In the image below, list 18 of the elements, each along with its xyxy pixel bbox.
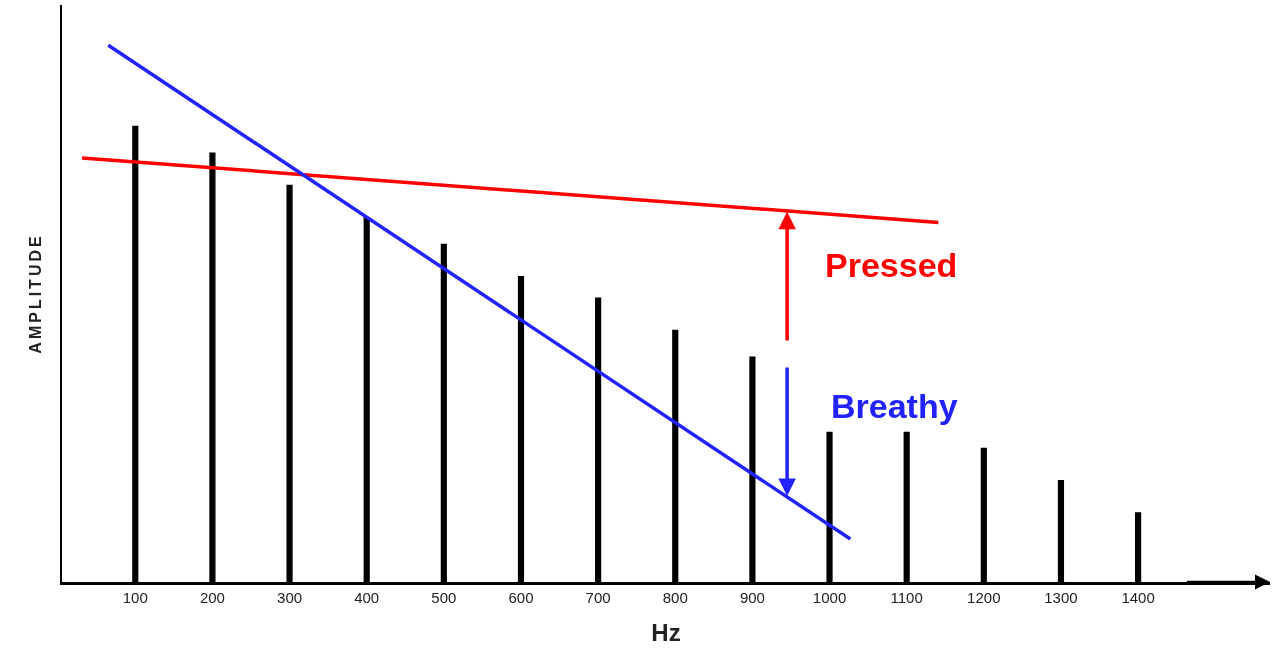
annotation: Pressed bbox=[825, 246, 958, 284]
x-tick-label: 800 bbox=[662, 588, 688, 606]
x-tick-label: 700 bbox=[585, 588, 611, 606]
x-tick-label: 500 bbox=[431, 588, 457, 606]
x-tick-label: 1100 bbox=[890, 588, 923, 606]
x-axis-title: Hz bbox=[651, 619, 681, 647]
x-tick-label: 1300 bbox=[1044, 588, 1078, 606]
x-tick-label: 900 bbox=[739, 588, 765, 606]
x-tick-label: 100 bbox=[122, 588, 148, 606]
x-tick-label: 200 bbox=[199, 588, 225, 606]
x-tick-label: 1200 bbox=[967, 588, 1001, 606]
x-tick-label: 1400 bbox=[1121, 588, 1155, 606]
annotation: Breathy bbox=[831, 387, 958, 425]
y-axis-title: AMPLITUDE bbox=[27, 233, 45, 354]
x-tick-label: 300 bbox=[277, 588, 303, 606]
x-tick-label: 600 bbox=[508, 588, 534, 606]
x-tick-label: 400 bbox=[354, 588, 380, 606]
x-tick-label: 1000 bbox=[812, 588, 847, 606]
